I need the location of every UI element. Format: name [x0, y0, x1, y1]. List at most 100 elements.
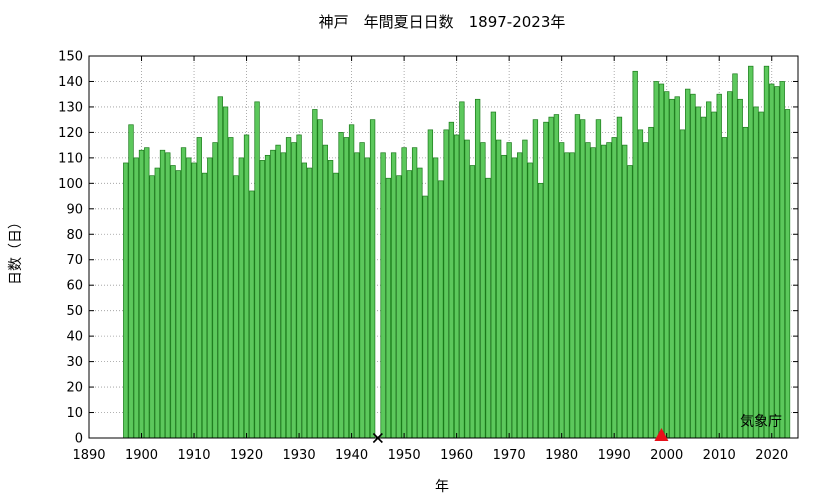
- bar: [543, 121, 549, 439]
- bar: [784, 109, 791, 439]
- bar: [585, 142, 591, 439]
- x-tick-label: 1910: [177, 448, 210, 463]
- bar: [396, 175, 402, 439]
- x-tick-label: 1900: [125, 448, 158, 463]
- bar: [627, 165, 633, 439]
- bar: [170, 165, 176, 439]
- bar: [763, 65, 770, 439]
- y-axis: 0 10 20 30 40 50 60 70 80 90 100 110 120 130 140 150: [58, 50, 798, 447]
- bar: [207, 157, 213, 439]
- bar: [411, 147, 418, 439]
- bar: [264, 154, 271, 439]
- y-tick-label: 30: [66, 355, 83, 370]
- bar: [464, 139, 470, 439]
- x-tick-label: 1960: [440, 448, 473, 463]
- bar: [385, 177, 392, 439]
- bar: [516, 152, 523, 439]
- x-tick-label: 2010: [703, 448, 736, 463]
- bar: [380, 152, 386, 439]
- bar: [448, 121, 455, 439]
- bar: [601, 144, 607, 439]
- bar: [716, 93, 722, 439]
- bar: [317, 119, 323, 439]
- bar: [511, 157, 518, 439]
- y-axis-title: 日数（日）: [8, 215, 24, 285]
- x-tick-label: 1920: [230, 448, 263, 463]
- x-tick-label: 1990: [598, 448, 631, 463]
- bar: [285, 137, 292, 439]
- bar: [459, 101, 465, 439]
- bar: [606, 142, 612, 439]
- bar: [348, 124, 355, 439]
- bar: [480, 142, 486, 439]
- bar: [228, 137, 234, 439]
- bar: [422, 195, 428, 439]
- bar: [643, 142, 649, 439]
- bar: [574, 114, 581, 439]
- bar: [165, 152, 171, 439]
- bar: [685, 88, 691, 439]
- y-tick-label: 50: [66, 304, 83, 319]
- bar: [401, 147, 407, 439]
- bar: [700, 116, 707, 439]
- y-tick-label: 60: [66, 279, 83, 294]
- bar: [653, 81, 659, 439]
- bar: [291, 142, 297, 439]
- bar: [359, 142, 365, 439]
- bar: [191, 162, 197, 439]
- bar: [343, 137, 349, 439]
- bar: [648, 126, 654, 439]
- bar: [259, 160, 265, 439]
- bar: [779, 81, 785, 439]
- station-change-marker: [654, 428, 669, 441]
- bar: [123, 162, 129, 439]
- bar: [453, 134, 460, 439]
- bar: [564, 152, 570, 439]
- bar: [138, 149, 145, 439]
- bar: [537, 182, 544, 439]
- y-tick-label: 110: [58, 151, 83, 166]
- bar: [727, 91, 733, 439]
- bar: [369, 119, 376, 439]
- credit-label: 気象庁: [740, 414, 782, 430]
- bar: [622, 144, 628, 439]
- bar: [690, 93, 696, 439]
- bar: [632, 70, 638, 439]
- bar: [159, 149, 166, 439]
- x-tick-label: 1980: [545, 448, 578, 463]
- bar: [569, 152, 575, 439]
- bar: [243, 134, 250, 439]
- bar: [616, 116, 623, 439]
- bar: [322, 144, 328, 439]
- bar: [333, 172, 339, 439]
- bar: [721, 137, 728, 439]
- bar: [501, 154, 507, 439]
- bar: [774, 86, 780, 439]
- x-tick-label: 1950: [388, 448, 421, 463]
- bar: [212, 142, 218, 439]
- x-axis-title: 年: [435, 479, 449, 495]
- bar: [222, 106, 229, 439]
- bar: [474, 98, 481, 439]
- bar: [149, 175, 155, 439]
- missing-data-marker: [372, 432, 383, 444]
- bar: [312, 109, 318, 439]
- y-tick-label: 40: [66, 330, 83, 345]
- bar: [338, 132, 344, 439]
- x-axis: 1890 1900 1910 1920 1930 1940 1950 1960 1970 1980…: [72, 56, 788, 463]
- bar: [296, 134, 302, 439]
- bar: [364, 157, 371, 439]
- bar: [327, 160, 334, 439]
- markers: [372, 428, 669, 444]
- bar: [128, 124, 134, 439]
- bar: [233, 175, 239, 439]
- bar: [438, 180, 444, 439]
- y-tick-label: 70: [66, 253, 83, 268]
- bar: [611, 137, 617, 439]
- bar: [201, 172, 208, 439]
- bar: [254, 101, 260, 439]
- y-tick-label: 20: [66, 381, 83, 396]
- bar: [679, 129, 686, 439]
- bar: [559, 142, 565, 439]
